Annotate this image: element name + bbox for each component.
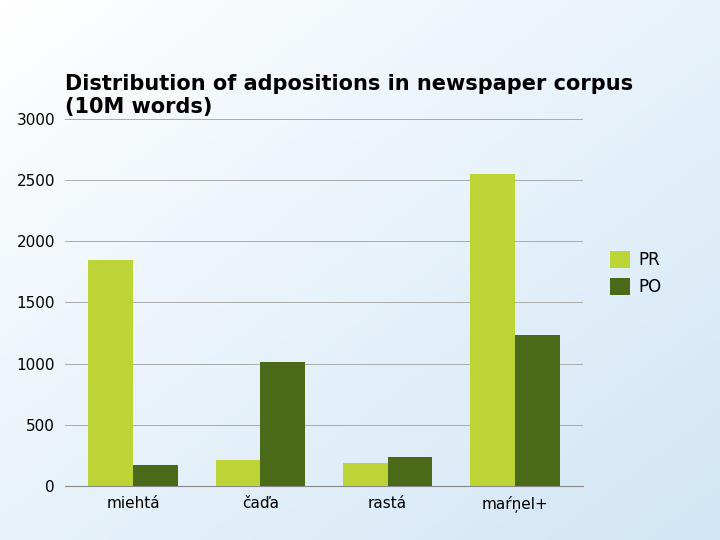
Legend: PR, PO: PR, PO <box>603 245 668 302</box>
Bar <box>89 260 133 486</box>
Bar <box>216 460 261 486</box>
Bar <box>261 362 305 486</box>
Bar <box>133 465 178 486</box>
Bar <box>343 463 387 486</box>
Bar <box>387 457 432 486</box>
Text: Distribution of adpositions in newspaper corpus
(10M words): Distribution of adpositions in newspaper… <box>65 74 633 117</box>
Bar <box>470 174 515 486</box>
Bar <box>515 335 559 486</box>
